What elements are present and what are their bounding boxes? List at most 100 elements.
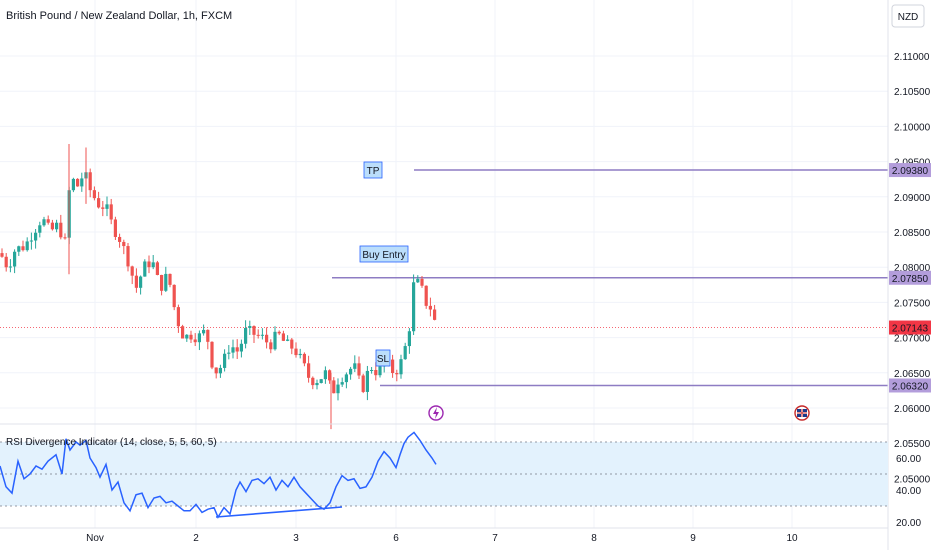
candle-body <box>223 353 227 368</box>
current-price-tag <box>889 320 931 335</box>
svg-text:NZD: NZD <box>898 12 919 23</box>
candle-body <box>134 275 138 288</box>
svg-text:SL: SL <box>377 354 390 365</box>
time-tick-label: 6 <box>393 533 399 544</box>
buy-entry-label[interactable]: Buy Entry <box>359 245 409 263</box>
svg-text:Buy Entry: Buy Entry <box>362 250 405 261</box>
candle-body <box>290 339 294 349</box>
candle-body <box>265 334 269 343</box>
candle-body <box>92 190 96 199</box>
candle-body <box>197 333 201 343</box>
rsi-tick-label: 20.00 <box>896 518 921 529</box>
candle-body <box>206 329 210 342</box>
candle-body <box>155 262 159 275</box>
candle-body <box>227 352 231 354</box>
candle-body <box>42 219 46 226</box>
rsi-divergence-line <box>215 506 343 518</box>
candle-body <box>101 207 105 209</box>
candle-body <box>420 278 424 286</box>
candle-body <box>71 178 75 191</box>
chart-grid <box>0 0 888 528</box>
price-tick-label: 2.05000 <box>894 474 931 485</box>
candle-body <box>176 307 180 327</box>
price-tick-label: 2.07500 <box>894 298 931 309</box>
candle-body <box>336 384 340 394</box>
candle-body <box>433 309 437 320</box>
candle-body <box>25 241 29 251</box>
candle-body <box>88 172 92 191</box>
rsi-band <box>0 442 888 506</box>
candle-body <box>311 377 315 386</box>
candle-body <box>97 198 101 208</box>
candle-body <box>0 253 4 257</box>
time-tick-label: 8 <box>591 533 597 544</box>
tp-label[interactable]: TP <box>363 161 383 179</box>
price-tick-label: 2.07000 <box>894 334 931 345</box>
candle-body <box>193 339 197 343</box>
current-price-tag-text: 2.07143 <box>892 324 929 335</box>
candle-body <box>235 347 239 352</box>
price-levels[interactable] <box>0 169 888 387</box>
rsi-title: RSI Divergence Indicator (14, close, 5, … <box>6 437 217 448</box>
candle-body <box>76 178 80 187</box>
candle-body <box>4 256 8 268</box>
rsi-tick-label: 60.00 <box>896 454 921 465</box>
candle-body <box>307 363 311 378</box>
lightning-icon[interactable] <box>428 405 444 421</box>
candle-body <box>424 285 428 306</box>
candle-body <box>50 222 54 230</box>
level-price-tag <box>889 378 931 393</box>
candle-body <box>160 274 164 291</box>
chart-title: British Pound / New Zealand Dollar, 1h, … <box>6 10 232 22</box>
candle-body <box>17 246 21 252</box>
price-tick-label: 2.10000 <box>894 122 931 133</box>
candle-body <box>370 370 374 372</box>
svg-text:TP: TP <box>367 166 380 177</box>
uk-flag-icon[interactable] <box>794 405 810 421</box>
price-tick-label: 2.10500 <box>894 87 931 98</box>
candle-body <box>357 363 361 376</box>
candlestick-series <box>0 144 437 430</box>
candle-body <box>239 343 243 352</box>
candle-body <box>113 219 117 237</box>
rsi-tick-label: 40.00 <box>896 486 921 497</box>
candle-body <box>407 331 411 347</box>
candle-body <box>349 368 353 375</box>
price-tick-label: 2.11000 <box>894 52 930 63</box>
candle-body <box>214 367 218 374</box>
price-tick-label: 2.06000 <box>894 404 931 415</box>
candle-body <box>139 276 143 288</box>
candle-body <box>151 262 155 268</box>
level-price-tag-text: 2.07850 <box>892 274 929 285</box>
candle-body <box>181 326 185 339</box>
candle-body <box>189 334 193 340</box>
time-axis[interactable]: Nov 2 3 6 7 8 9 10 <box>86 533 798 544</box>
candle-body <box>63 237 67 239</box>
candle-body <box>273 331 277 350</box>
currency-button[interactable]: NZD <box>891 4 925 28</box>
candle-body <box>210 341 214 368</box>
price-tick-label: 2.08500 <box>894 228 931 239</box>
candle-body <box>302 353 306 364</box>
candle-body <box>59 222 63 238</box>
candle-body <box>286 339 290 341</box>
candle-body <box>185 334 189 339</box>
candle-body <box>118 236 122 242</box>
level-price-tag <box>889 270 931 285</box>
time-tick-label: 3 <box>293 533 299 544</box>
candle-body <box>412 282 416 332</box>
time-tick-label: 10 <box>786 533 798 544</box>
sl-label[interactable]: SL <box>375 349 391 367</box>
candle-body <box>361 375 365 392</box>
candle-body <box>143 261 147 277</box>
candle-body <box>55 222 59 230</box>
candle-body <box>340 382 344 385</box>
time-tick-label: 9 <box>690 533 696 544</box>
price-tags: 2.09380 2.07850 2.06320 2.07143 <box>889 163 931 393</box>
candle-body <box>315 382 319 386</box>
candle-body <box>147 261 151 268</box>
candle-body <box>428 305 432 310</box>
candle-body <box>218 367 222 374</box>
candle-body <box>8 266 12 268</box>
